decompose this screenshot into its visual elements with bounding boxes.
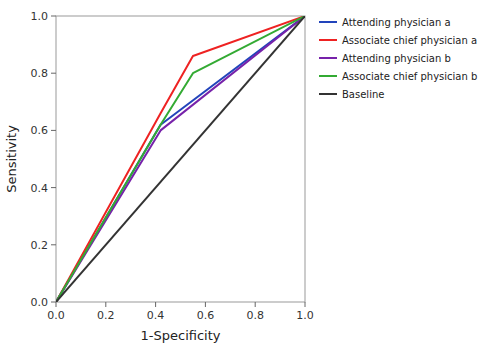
y-tick-label: 0.6 <box>31 124 49 137</box>
legend-label: Attending physician a <box>342 17 451 28</box>
legend-swatch <box>319 57 337 59</box>
x-tick <box>56 302 57 307</box>
x-tick-label: 0.6 <box>197 309 215 322</box>
lines <box>56 16 305 302</box>
y-tick-label: 0.8 <box>31 67 49 80</box>
y-tick <box>51 16 56 17</box>
x-tick <box>305 302 306 307</box>
legend-swatch <box>319 21 337 23</box>
y-tick-label: 0.4 <box>31 182 49 195</box>
x-tick <box>205 302 206 307</box>
x-tick-label: 0.8 <box>246 309 264 322</box>
y-tick <box>51 73 56 74</box>
y-axis-label: Sensitivity <box>4 125 19 193</box>
legend-label: Associate chief physician b <box>342 71 477 82</box>
series-line <box>56 16 305 302</box>
x-tick-label: 0.4 <box>147 309 165 322</box>
x-tick <box>255 302 256 307</box>
x-tick-label: 0.0 <box>47 309 65 322</box>
x-tick <box>105 302 106 307</box>
legend-label: Associate chief physician a <box>342 35 477 46</box>
series-line <box>56 16 305 302</box>
series-line <box>56 16 305 302</box>
legend-swatch <box>319 93 337 95</box>
x-tick-label: 0.2 <box>97 309 115 322</box>
x-tick <box>155 302 156 307</box>
y-tick <box>51 130 56 131</box>
legend-label: Attending physician b <box>342 53 451 64</box>
y-tick <box>51 244 56 245</box>
x-axis-label: 1-Specificity <box>141 328 221 343</box>
y-tick <box>51 302 56 303</box>
legend: Attending physician a Associate chief phy… <box>319 17 477 100</box>
legend-swatch <box>319 39 337 41</box>
series-line <box>56 16 305 302</box>
chart: 0.0 0.2 0.4 0.6 0.8 1.0 0.0 0.2 0.4 0.6 0.8 1.0 1-Sp… <box>0 0 500 350</box>
y-tick-label: 0.0 <box>31 296 49 309</box>
y-tick-label: 1.0 <box>31 10 49 23</box>
series-line <box>56 16 305 302</box>
legend-label: Baseline <box>342 89 384 100</box>
x-tick-label: 1.0 <box>296 309 314 322</box>
y-tick-label: 0.2 <box>31 239 49 252</box>
plot-frame <box>56 16 305 302</box>
legend-swatch <box>319 75 337 77</box>
y-tick <box>51 187 56 188</box>
